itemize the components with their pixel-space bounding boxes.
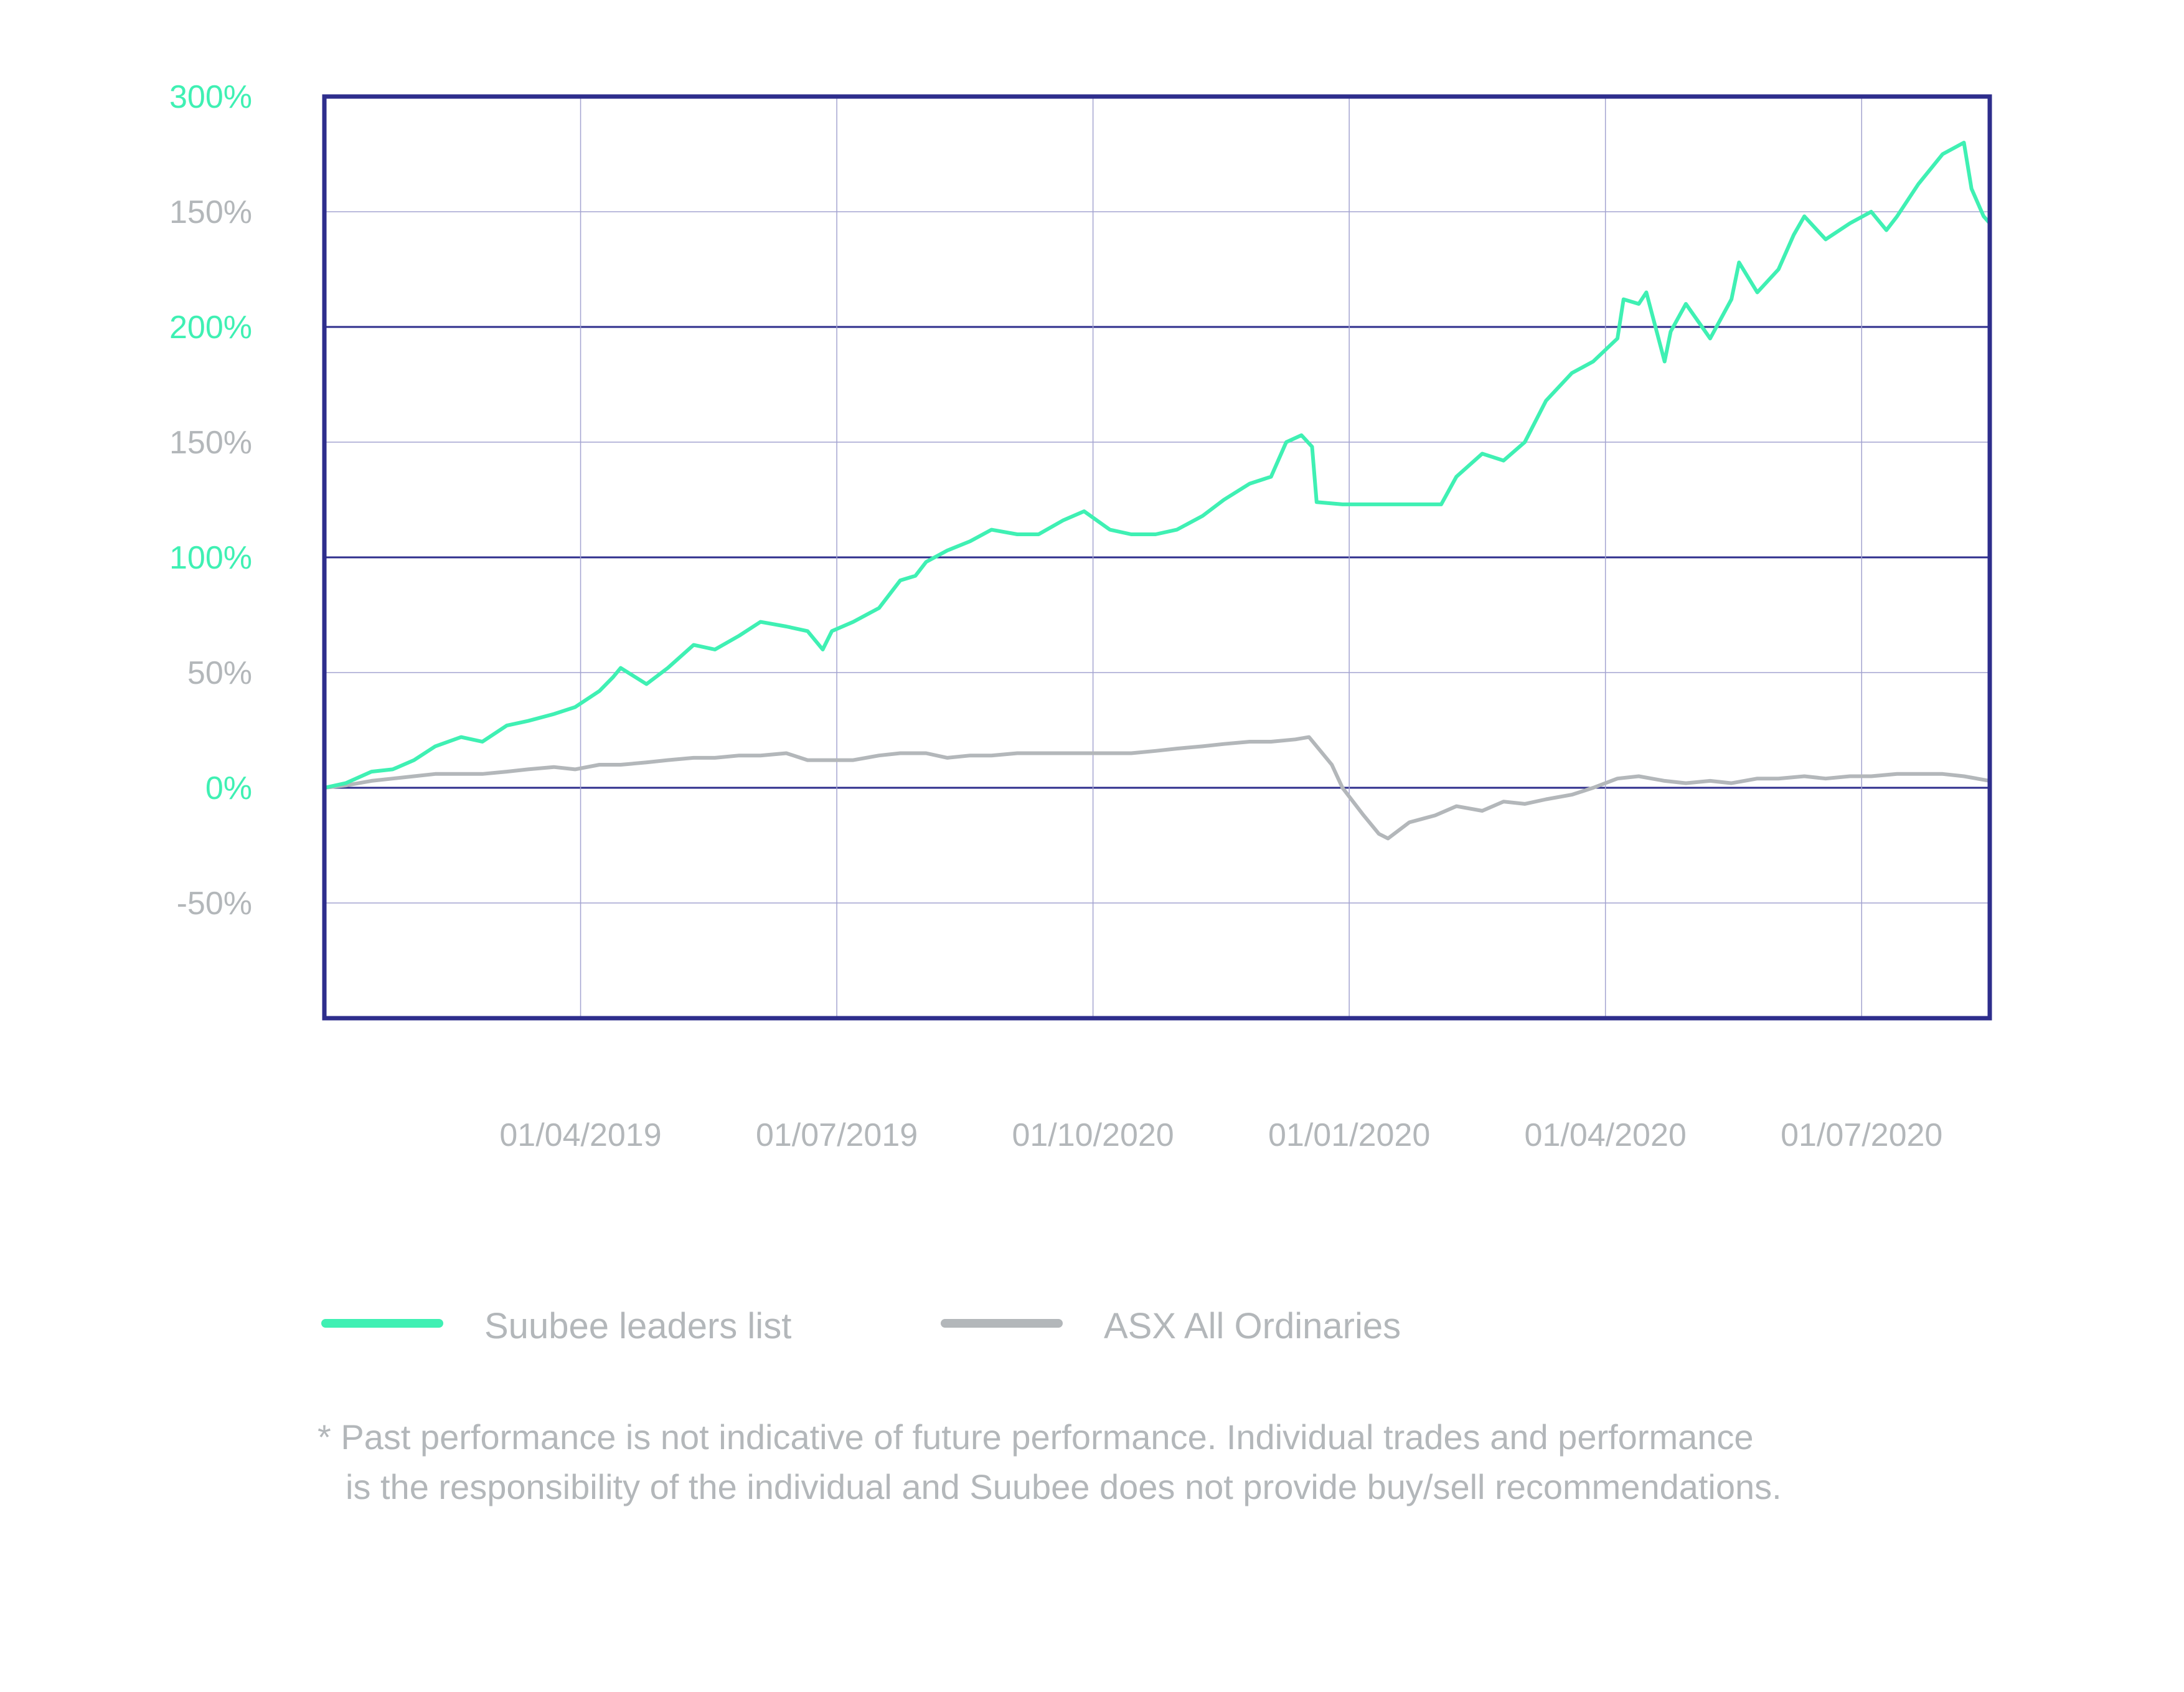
disclaimer-line-2: is the responsibility of the individual … <box>346 1467 1782 1506</box>
chart-series <box>322 141 1992 841</box>
plot-frame <box>322 94 1992 1021</box>
x-tick-label: 01/04/2019 <box>499 1117 661 1153</box>
x-tick-label: 01/04/2020 <box>1525 1117 1687 1153</box>
x-tick-label: 01/07/2019 <box>756 1117 918 1153</box>
x-tick-label: 01/10/2020 <box>1012 1117 1174 1153</box>
series-line-asx-all-ordinaries <box>322 735 1992 841</box>
disclaimer-text: * Past performance is not indicative of … <box>318 1412 1998 1512</box>
disclaimer-line-1: * Past performance is not indicative of … <box>318 1417 1754 1457</box>
legend-label-suubee: Suubee leaders list <box>484 1306 792 1346</box>
y-tick-label: 300% <box>169 79 252 115</box>
y-tick-label: 150% <box>169 425 252 461</box>
x-tick-label: 01/07/2020 <box>1781 1117 1942 1153</box>
y-tick-label: 200% <box>169 310 252 346</box>
chart-gridlines <box>324 97 1990 1018</box>
legend-swatch-asx <box>941 1319 1063 1328</box>
x-axis-ticks: 01/04/2019 01/07/2019 01/10/2020 01/01/2020… <box>499 1117 1942 1153</box>
series-line-suubee-leaders-list <box>322 141 1992 790</box>
legend-swatch-suubee <box>321 1319 443 1328</box>
y-tick-label: 150% <box>169 194 252 230</box>
y-tick-label: -50% <box>177 886 252 922</box>
y-tick-label: 100% <box>169 540 252 576</box>
y-axis-ticks: 300% 150% 200% 150% 100% 50% 0% -50% <box>169 79 252 922</box>
y-tick-label: 50% <box>187 655 252 691</box>
x-tick-label: 01/01/2020 <box>1268 1117 1430 1153</box>
y-tick-label: 0% <box>205 770 252 806</box>
legend-label-asx: ASX All Ordinaries <box>1104 1306 1401 1346</box>
